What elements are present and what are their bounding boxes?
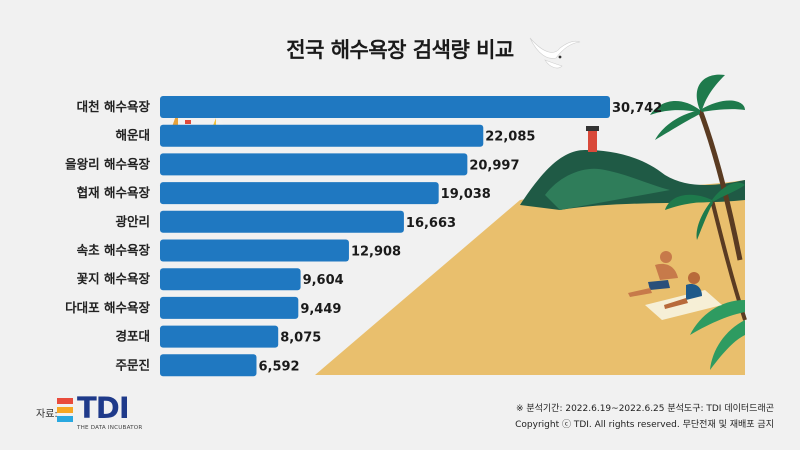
copyright-note: Copyright ⓒ TDI. All rights reserved. 무단… <box>515 420 774 430</box>
bar <box>160 354 257 377</box>
value-label: 16,663 <box>406 216 456 231</box>
category-label: 광안리 <box>115 214 150 229</box>
palm-tree-icon <box>697 109 743 261</box>
seagull-icon <box>529 37 581 69</box>
value-label: 9,604 <box>303 273 344 288</box>
category-label: 속초 해수욕장 <box>77 243 151 258</box>
bar <box>160 268 301 291</box>
bar <box>160 96 610 118</box>
bar <box>160 210 404 233</box>
chart-title: 전국 해수욕장 검색량 비교 <box>286 38 514 62</box>
bar <box>160 296 299 319</box>
value-label: 9,449 <box>300 302 341 317</box>
category-label: 경포대 <box>115 329 150 344</box>
category-label: 해운대 <box>115 128 150 143</box>
category-label: 협재 해수욕장 <box>77 185 151 200</box>
value-label: 20,997 <box>469 158 519 173</box>
value-label: 30,742 <box>612 101 662 116</box>
category-label: 주문진 <box>115 357 150 372</box>
value-label: 12,908 <box>351 245 401 260</box>
bar <box>160 153 468 176</box>
tdi-logo-icon <box>57 398 73 422</box>
tdi-logo-subtitle: THE DATA INCUBATOR <box>77 425 143 431</box>
sunbather-figure <box>628 251 678 297</box>
sunbather-figure <box>664 272 702 309</box>
analysis-period-note: ※ 분석기간: 2022.6.19~2022.6.25 분석도구: TDI 데이… <box>515 404 774 414</box>
source-label: 자료: <box>36 409 58 420</box>
bar <box>160 239 349 262</box>
bar <box>160 325 279 348</box>
value-label: 19,038 <box>441 187 491 202</box>
lighthouse-icon <box>588 130 597 152</box>
beach-towel <box>645 290 722 320</box>
value-label: 8,075 <box>280 331 321 346</box>
value-label: 6,592 <box>258 359 299 374</box>
category-label: 을왕리 해수욕장 <box>65 156 150 171</box>
tdi-logo-text: TDI <box>77 391 130 425</box>
category-label: 대천 해수욕장 <box>77 99 151 114</box>
category-label: 다대포 해수욕장 <box>65 300 150 315</box>
bar <box>160 124 484 147</box>
bar <box>160 182 439 205</box>
category-label: 꽃지 해수욕장 <box>77 271 151 286</box>
sand-area <box>315 180 745 375</box>
value-label: 22,085 <box>485 130 535 145</box>
